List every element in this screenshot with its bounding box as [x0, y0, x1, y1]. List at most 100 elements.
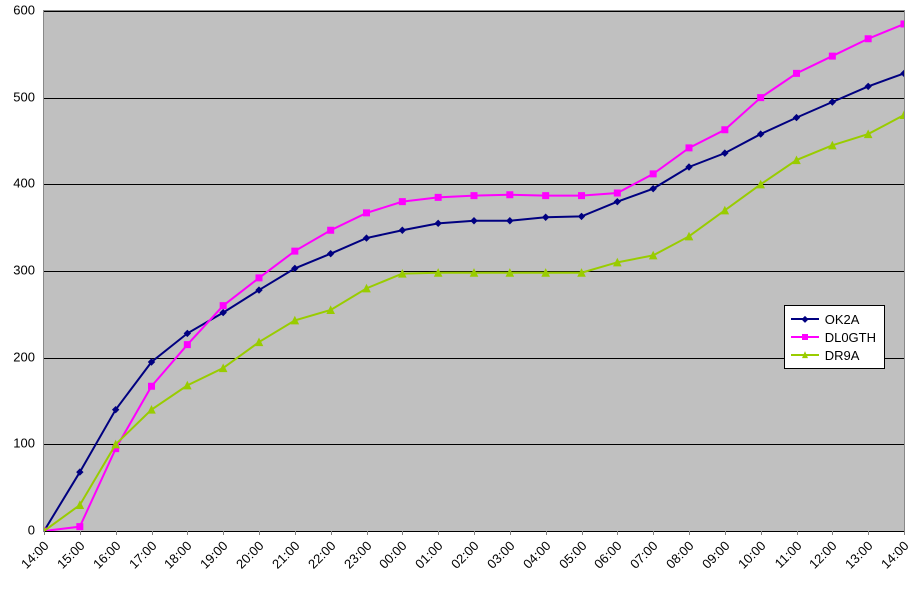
y-axis-label: 0	[0, 523, 35, 538]
series-marker	[220, 303, 226, 309]
series-marker	[328, 227, 334, 233]
x-axis-label: 16:00	[90, 538, 124, 572]
x-axis-label: 20:00	[233, 538, 267, 572]
series-marker	[901, 21, 904, 27]
x-axis-label: 14:00	[18, 538, 52, 572]
series-marker	[184, 382, 191, 389]
legend-swatch	[791, 313, 819, 325]
x-tick	[44, 531, 45, 535]
x-axis-label: 18:00	[161, 538, 195, 572]
x-axis-label: 05:00	[555, 538, 589, 572]
series-marker	[184, 342, 190, 348]
x-axis-label: 23:00	[340, 538, 374, 572]
x-tick	[152, 531, 153, 535]
series-marker	[256, 275, 262, 281]
x-axis-label: 10:00	[735, 538, 769, 572]
series-marker	[829, 53, 835, 59]
x-axis-label: 22:00	[305, 538, 339, 572]
legend-label: OK2A	[825, 312, 860, 327]
x-tick	[582, 531, 583, 535]
series-marker	[614, 190, 620, 196]
legend-item: OK2A	[791, 310, 876, 328]
legend-item: DL0GTH	[791, 328, 876, 346]
x-axis-label: 06:00	[591, 538, 625, 572]
x-tick	[402, 531, 403, 535]
series-marker	[901, 112, 905, 119]
series-marker	[614, 199, 620, 205]
x-tick	[259, 531, 260, 535]
series-marker	[543, 214, 549, 220]
series-marker	[579, 213, 585, 219]
x-tick	[832, 531, 833, 535]
y-axis-label: 500	[0, 89, 35, 104]
series-marker	[364, 210, 370, 216]
series-marker	[650, 171, 656, 177]
x-tick	[438, 531, 439, 535]
x-tick	[617, 531, 618, 535]
x-tick	[474, 531, 475, 535]
x-axis-label: 11:00	[771, 538, 804, 571]
series-marker	[722, 127, 728, 133]
x-axis-label: 21:00	[269, 538, 303, 572]
legend: OK2A DL0GTH DR9A	[784, 305, 885, 369]
series-marker	[901, 70, 904, 76]
series-marker	[758, 95, 764, 101]
x-axis-label: 14:00	[878, 538, 912, 572]
y-axis-label: 200	[0, 349, 35, 364]
x-axis-label: 15:00	[54, 538, 88, 572]
legend-label: DL0GTH	[825, 330, 876, 345]
series-marker	[149, 383, 155, 389]
y-axis-label: 300	[0, 263, 35, 278]
series-marker	[435, 194, 441, 200]
y-axis-label: 600	[0, 3, 35, 18]
legend-swatch	[791, 349, 819, 361]
x-tick	[653, 531, 654, 535]
series-marker	[507, 192, 513, 198]
x-axis-label: 09:00	[699, 538, 733, 572]
series-line	[44, 24, 904, 531]
legend-swatch	[791, 331, 819, 343]
series-line	[44, 115, 904, 531]
series-marker	[579, 193, 585, 199]
series-marker	[471, 193, 477, 199]
x-axis-label: 13:00	[842, 538, 876, 572]
x-axis-label: 02:00	[448, 538, 482, 572]
x-axis-label: 01:00	[412, 538, 446, 572]
x-axis-label: 08:00	[663, 538, 697, 572]
x-tick	[223, 531, 224, 535]
series-marker	[686, 145, 692, 151]
series-marker	[471, 218, 477, 224]
series-marker	[328, 251, 334, 257]
x-tick	[689, 531, 690, 535]
y-axis-label: 100	[0, 436, 35, 451]
series-marker	[543, 193, 549, 199]
line-chart: OK2ADL0GTHDR9A 010020030040050060014:001…	[0, 0, 917, 601]
y-axis-label: 400	[0, 176, 35, 191]
series-marker	[829, 99, 835, 105]
legend-item: DR9A	[791, 346, 876, 364]
x-axis-label: 12:00	[806, 538, 840, 572]
series-marker	[77, 524, 83, 530]
series-line	[44, 73, 904, 531]
series-marker	[399, 199, 405, 205]
x-tick	[904, 531, 905, 535]
x-tick	[331, 531, 332, 535]
series-marker	[794, 70, 800, 76]
plot-area	[43, 10, 905, 532]
x-tick	[187, 531, 188, 535]
legend-label: DR9A	[825, 348, 860, 363]
series-layer	[44, 11, 904, 531]
x-tick	[725, 531, 726, 535]
series-marker	[794, 115, 800, 121]
x-tick	[510, 531, 511, 535]
x-tick	[367, 531, 368, 535]
series-marker	[364, 235, 370, 241]
series-marker	[292, 248, 298, 254]
x-tick	[116, 531, 117, 535]
x-tick	[761, 531, 762, 535]
x-tick	[546, 531, 547, 535]
x-axis-label: 07:00	[627, 538, 661, 572]
x-axis-label: 00:00	[376, 538, 410, 572]
x-axis-label: 19:00	[197, 538, 231, 572]
series-marker	[399, 227, 405, 233]
